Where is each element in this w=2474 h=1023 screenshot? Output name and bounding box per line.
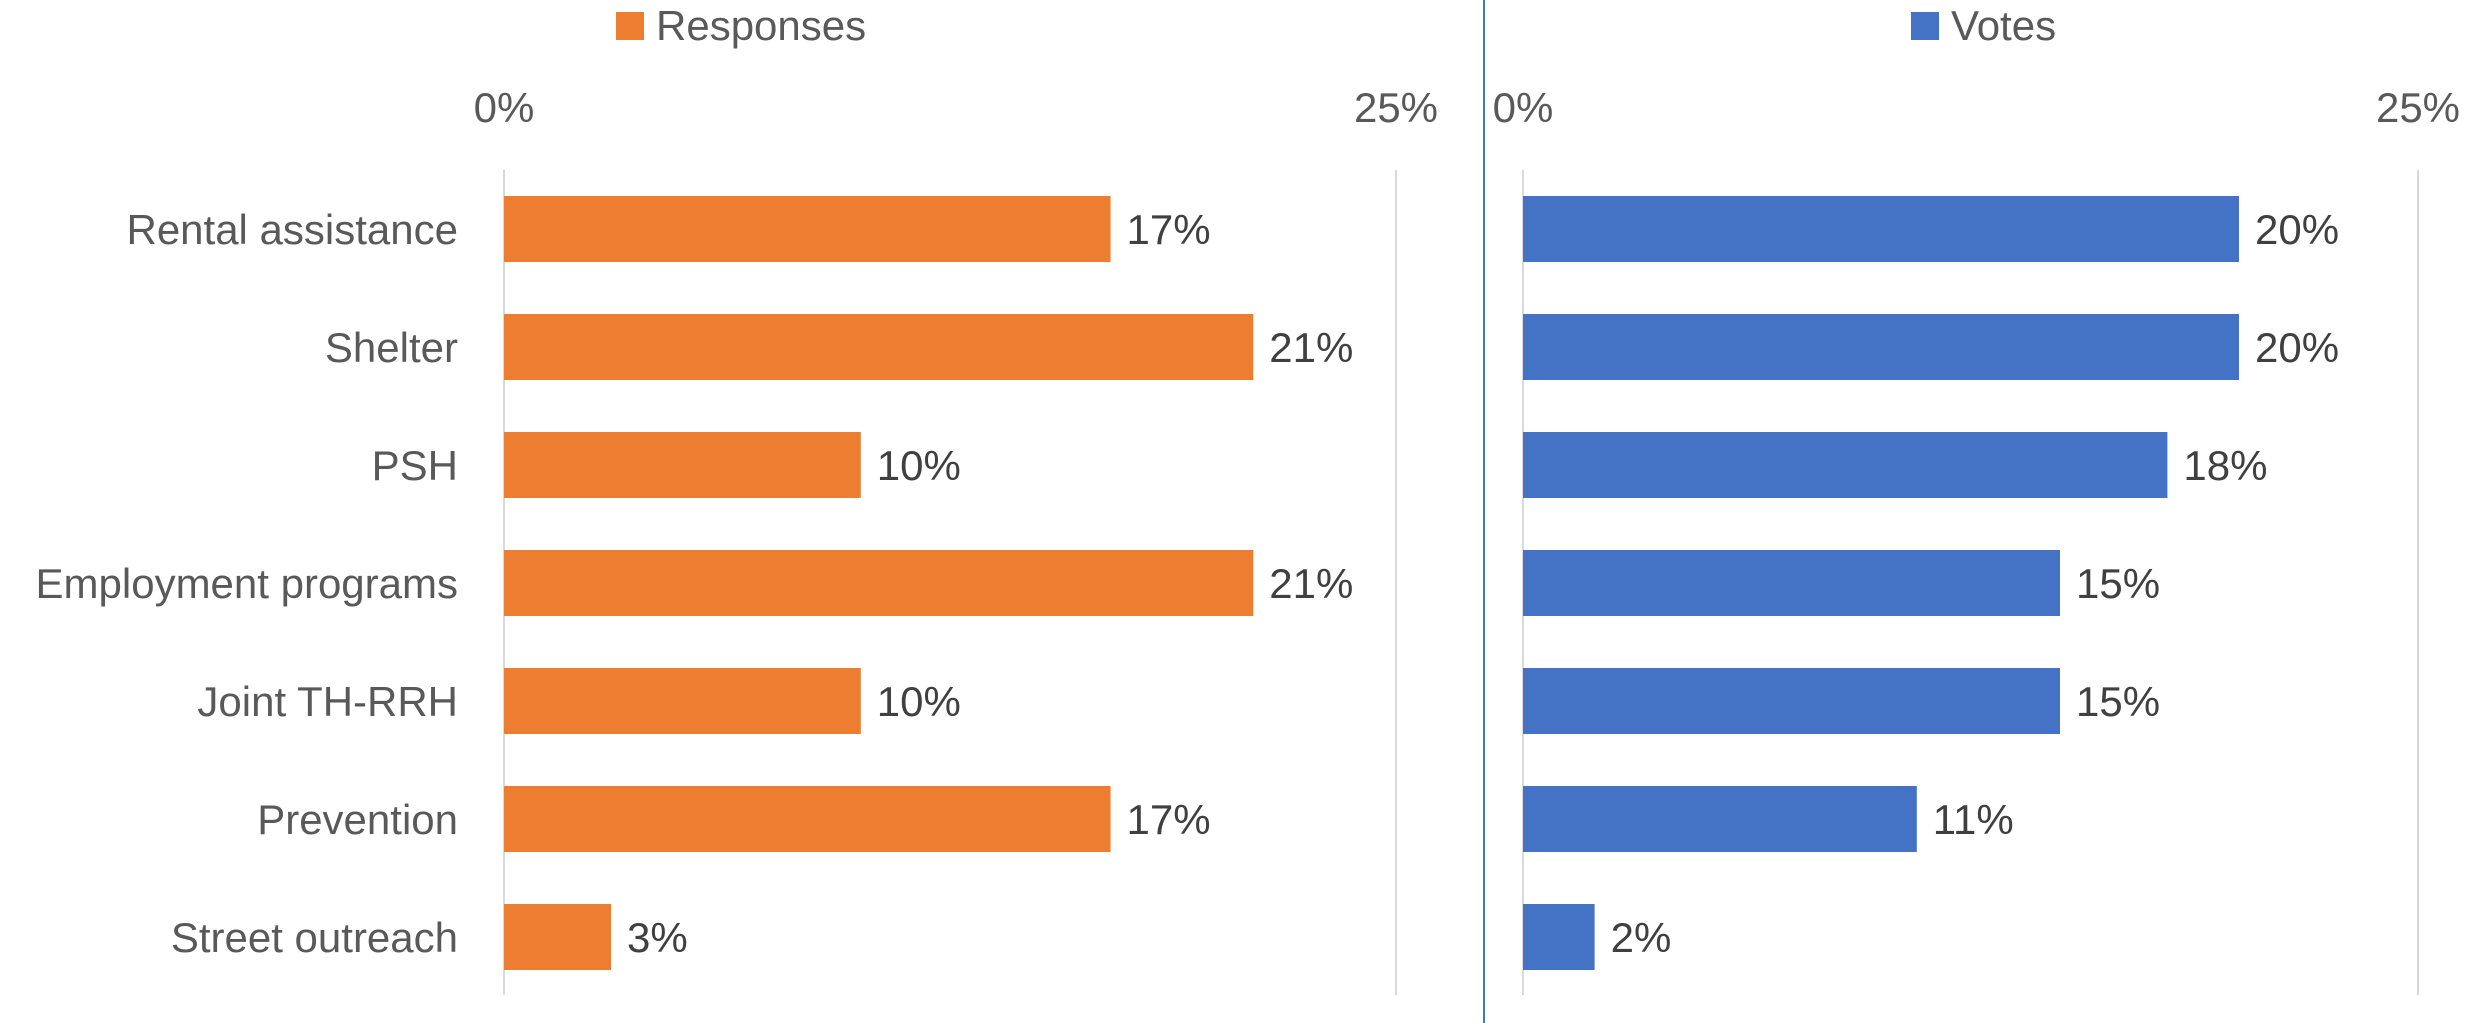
x-tick-label: 0%: [1493, 84, 1554, 131]
data-label: 18%: [2183, 442, 2267, 489]
bar: [504, 786, 1111, 852]
bar: [1523, 668, 2060, 734]
category-label: Prevention: [257, 796, 458, 843]
data-label: 21%: [1269, 560, 1353, 607]
category-label: Employment programs: [36, 560, 458, 607]
data-label: 17%: [1127, 796, 1211, 843]
data-label: 21%: [1269, 324, 1353, 371]
x-tick-label: 25%: [2376, 84, 2460, 131]
legend-label: Votes: [1951, 2, 2056, 49]
category-label: PSH: [372, 442, 458, 489]
category-label: Joint TH-RRH: [197, 678, 458, 725]
category-label: Shelter: [325, 324, 458, 371]
bar: [1523, 904, 1595, 970]
bar: [1523, 314, 2239, 380]
data-label: 3%: [627, 914, 688, 961]
data-label: 10%: [877, 678, 961, 725]
data-label: 20%: [2255, 324, 2339, 371]
bar: [1523, 786, 1917, 852]
bar: [1523, 196, 2239, 262]
data-label: 15%: [2076, 560, 2160, 607]
bar: [504, 314, 1254, 380]
bar: [1523, 550, 2060, 616]
data-label: 15%: [2076, 678, 2160, 725]
legend-label: Responses: [656, 2, 866, 49]
data-label: 11%: [1933, 796, 2014, 843]
x-tick-label: 25%: [1354, 84, 1438, 131]
data-label: 2%: [1611, 914, 1672, 961]
bar: [504, 550, 1254, 616]
category-label: Rental assistance: [126, 206, 458, 253]
legend-swatch: [616, 12, 644, 40]
data-label: 10%: [877, 442, 961, 489]
votes-panel: 0% 25% Votes 20% 20% 18% 15% 15% 11% 2%: [1493, 2, 2460, 995]
x-tick-label: 0%: [474, 84, 535, 131]
bar: [504, 432, 861, 498]
bar: [504, 668, 861, 734]
legend-swatch: [1911, 12, 1939, 40]
data-label: 17%: [1127, 206, 1211, 253]
bar: [1523, 432, 2168, 498]
data-label: 20%: [2255, 206, 2339, 253]
bar: [504, 904, 612, 970]
category-label: Street outreach: [171, 914, 458, 961]
bar: [504, 196, 1111, 262]
responses-panel: 0% 25% Responses 17% Rental assistance 21% She…: [36, 2, 1438, 995]
